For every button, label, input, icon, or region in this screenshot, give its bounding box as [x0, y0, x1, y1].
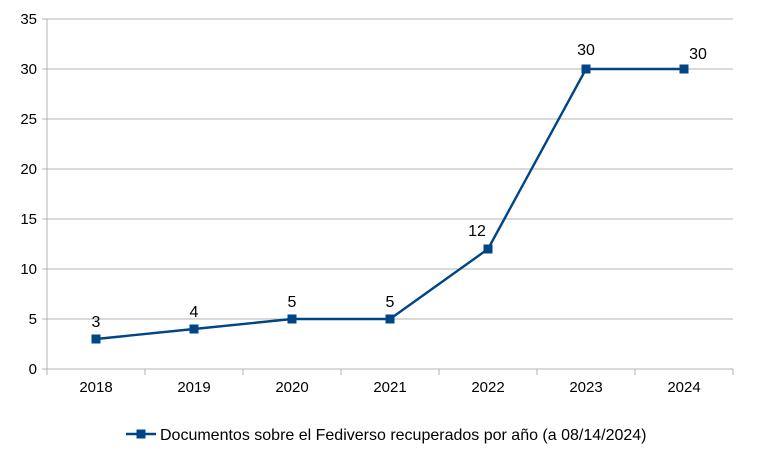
y-tick-labels: 0 5 10 15 20 25 30 35: [20, 11, 37, 378]
y-tick-label: 20: [20, 161, 37, 178]
y-tick-label: 25: [20, 111, 37, 128]
y-tick-label: 0: [29, 361, 37, 378]
series-group: [91, 64, 689, 344]
y-tick-label: 30: [20, 61, 37, 78]
data-point-2023: [581, 64, 591, 74]
x-tick-label: 2024: [667, 379, 700, 396]
data-point-2019: [189, 324, 199, 334]
x-tick-label: 2019: [177, 379, 210, 396]
x-tick-label: 2022: [471, 379, 504, 396]
data-label-2018: 3: [92, 314, 101, 331]
x-tick-label: 2021: [373, 379, 406, 396]
y-tick-label: 15: [20, 211, 37, 228]
data-point-2018: [91, 334, 101, 344]
legend: Documentos sobre el Fediverso recuperado…: [126, 427, 647, 444]
legend-label: Documentos sobre el Fediverso recuperado…: [160, 427, 647, 444]
x-tick-label: 2023: [569, 379, 602, 396]
data-label-2022: 12: [468, 223, 486, 240]
data-label-2019: 4: [190, 304, 199, 321]
data-labels: 3 4 5 5 12 30 30: [92, 42, 707, 331]
data-label-2020: 5: [288, 294, 297, 311]
data-point-2020: [287, 314, 297, 324]
data-label-2023: 30: [577, 42, 595, 59]
y-tick-label: 35: [20, 11, 37, 28]
x-tick-labels: 2018 2019 2020 2021 2022 2023 2024: [79, 379, 700, 396]
x-tick-label: 2018: [79, 379, 112, 396]
data-label-2021: 5: [386, 294, 395, 311]
data-point-2021: [385, 314, 395, 324]
legend-marker-swatch: [136, 429, 146, 439]
data-point-2024: [679, 64, 689, 74]
gridlines: [47, 18, 733, 320]
data-label-2024: 30: [689, 46, 707, 63]
x-tick-label: 2020: [275, 379, 308, 396]
data-point-2022: [483, 244, 493, 254]
y-tick-label: 10: [20, 261, 37, 278]
y-tick-label: 5: [29, 311, 37, 328]
axes: [42, 18, 734, 375]
